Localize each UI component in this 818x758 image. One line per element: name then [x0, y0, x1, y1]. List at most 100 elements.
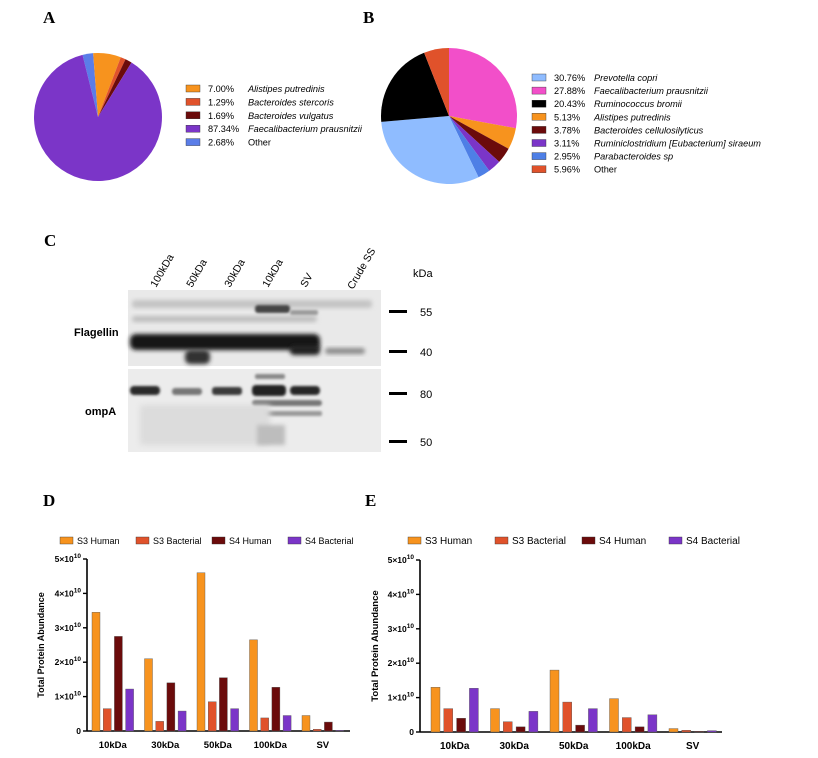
x-tick-label: SV	[316, 740, 329, 751]
x-tick-label: 10kDa	[440, 741, 470, 752]
pie-slice	[33, 54, 162, 182]
y-tick-label: 3×1010	[55, 622, 82, 633]
y-tick-exponent: 10	[407, 623, 415, 630]
pie-slice	[381, 116, 479, 184]
legend-percent: 5.96%	[554, 165, 580, 175]
kda-label: kDa	[413, 268, 433, 280]
pie-slice	[381, 52, 449, 122]
bar	[515, 726, 526, 733]
marker-tick-55	[389, 310, 407, 313]
legend-label: Bacteroides vulgatus	[248, 111, 334, 121]
bar	[456, 718, 466, 733]
bar	[549, 669, 560, 733]
legend-label: Other	[248, 138, 271, 148]
legend-swatch	[185, 84, 201, 93]
lane-label: 30kDa	[222, 257, 248, 289]
y-tick-mantissa: 4×10	[388, 589, 407, 599]
bar	[707, 730, 717, 733]
bar	[313, 729, 322, 732]
y-tick-mantissa: 0	[76, 726, 81, 736]
marker-tick-50	[389, 440, 407, 443]
y-tick-mantissa: 2×10	[388, 658, 407, 668]
bar	[91, 612, 101, 732]
ompa-membrane	[128, 369, 381, 452]
y-tick-mantissa: 1×10	[55, 692, 74, 702]
pie-slice	[449, 116, 509, 162]
y-tick-label: 1×1010	[55, 691, 82, 702]
bar	[647, 714, 658, 733]
marker-label-55: 55	[420, 307, 432, 319]
legend-swatch	[287, 536, 302, 545]
legend-swatch	[531, 152, 547, 160]
legend-percent: 5.13%	[554, 112, 580, 122]
marker-tick-80	[389, 392, 407, 395]
legend-swatch	[531, 126, 547, 134]
legend-swatch	[211, 536, 226, 545]
bar	[335, 730, 344, 732]
legend-swatch	[531, 165, 547, 173]
y-tick-exponent: 10	[407, 554, 415, 561]
lane-label: 50kDa	[184, 257, 210, 289]
y-tick-label: 0	[76, 726, 81, 736]
y-tick-mantissa: 0	[409, 727, 414, 737]
pie-slice	[82, 53, 98, 117]
bar	[469, 688, 479, 733]
bar	[282, 715, 292, 732]
bar	[249, 639, 258, 732]
bar	[125, 688, 134, 732]
bar	[562, 701, 572, 733]
bar	[144, 658, 153, 732]
legend-swatch	[581, 536, 596, 545]
legend-label: S3 Bacterial	[153, 536, 202, 546]
y-axis-label: Total Protein Abundance	[36, 592, 46, 698]
pie-slice	[449, 48, 518, 129]
marker-tick-40	[389, 350, 407, 353]
legend-label: Ruminiclostridium [Eubacterium] siraeum	[594, 139, 761, 149]
y-tick-label: 1×1010	[388, 692, 415, 703]
y-tick-exponent: 10	[74, 656, 82, 663]
pie-slice	[98, 57, 126, 117]
panel-letter-d: D	[43, 491, 56, 510]
legend-percent: 27.88%	[554, 86, 585, 96]
y-tick-exponent: 10	[407, 657, 415, 664]
y-tick-mantissa: 5×10	[388, 555, 407, 565]
lane-label: 100kDa	[148, 252, 177, 289]
pie-slice	[449, 116, 500, 171]
bar	[114, 636, 123, 732]
legend-swatch	[668, 536, 683, 545]
y-tick-exponent: 10	[74, 691, 82, 698]
bar	[324, 721, 333, 732]
bar	[166, 682, 176, 732]
y-tick-exponent: 10	[407, 588, 415, 595]
bar	[155, 721, 164, 732]
legend-swatch	[185, 138, 201, 146]
legend-percent: 1.29%	[208, 97, 234, 107]
y-tick-label: 5×1010	[388, 554, 415, 565]
x-tick-label: 50kDa	[204, 740, 233, 751]
marker-label-80: 80	[420, 389, 432, 401]
legend-swatch	[531, 139, 547, 147]
panel-letter-b: B	[363, 8, 375, 27]
legend-label: Faecalibacterium prausnitzii	[594, 86, 709, 96]
legend-swatch	[407, 536, 422, 545]
legend-label: Alistipes putredinis	[247, 84, 325, 94]
y-tick-mantissa: 3×10	[388, 624, 407, 634]
legend-label: S4 Human	[599, 536, 646, 547]
pie-slice	[424, 48, 449, 116]
bar	[609, 698, 619, 733]
panel-letter-e: E	[365, 491, 377, 510]
legend-percent: 2.68%	[208, 138, 234, 148]
legend-percent: 30.76%	[554, 73, 585, 83]
legend-percent: 87.34%	[208, 124, 239, 134]
y-tick-exponent: 10	[407, 692, 415, 699]
legend-percent: 3.78%	[554, 125, 580, 135]
legend-swatch	[59, 536, 74, 545]
legend-label: S4 Bacterial	[305, 536, 354, 546]
legend-label: Alistipes putredinis	[593, 112, 671, 122]
legend-swatch	[135, 536, 150, 545]
y-tick-mantissa: 5×10	[55, 554, 74, 564]
legend-swatch	[531, 113, 547, 121]
legend-label: S4 Human	[229, 536, 272, 546]
y-tick-label: 5×1010	[55, 553, 82, 564]
blot-label-flagellin: Flagellin	[74, 327, 119, 339]
